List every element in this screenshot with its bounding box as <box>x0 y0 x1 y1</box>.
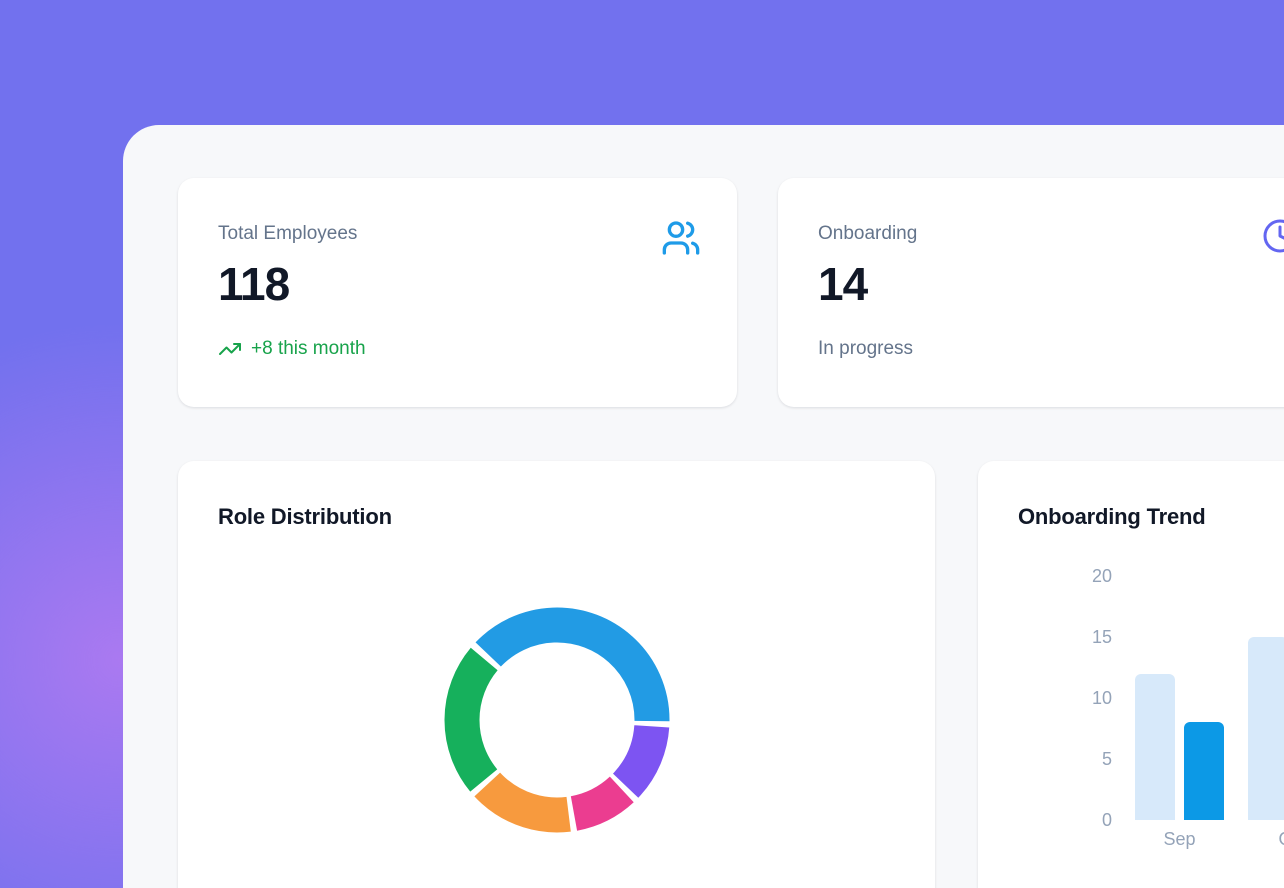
stat-card-total-employees: Total Employees 118 +8 this month <box>178 178 737 407</box>
clock-icon <box>1262 218 1284 254</box>
segment-blue[interactable] <box>427 590 687 850</box>
y-axis-tick-15: 15 <box>1091 627 1112 647</box>
chart-title: Onboarding Trend <box>1018 504 1206 529</box>
trending-up-icon <box>218 337 242 361</box>
stat-value: 14 <box>818 258 868 310</box>
segment-purple[interactable] <box>427 590 687 850</box>
onboarding-bar-plot: 20 15 10 5 0 Sep Oct <box>978 461 1284 888</box>
stat-delta-text: +8 this month <box>251 338 366 359</box>
x-axis-label-oct: Oct <box>1248 828 1284 850</box>
y-axis-tick-20: 20 <box>1091 566 1112 586</box>
role-donut-chart <box>427 590 687 850</box>
y-axis-tick-5: 5 <box>1101 749 1112 769</box>
segment-orange[interactable] <box>427 590 687 850</box>
y-axis-tick-10: 10 <box>1091 688 1112 708</box>
chart-card-role-distribution: Role Distribution <box>178 461 935 888</box>
x-axis-label-sep: Sep <box>1163 829 1196 849</box>
stat-value: 118 <box>218 258 290 310</box>
stat-sub-text: In progress <box>818 338 914 359</box>
chart-card-onboarding-trend: Onboarding Trend 20 15 10 5 0 Sep Oct <box>978 461 1284 888</box>
stat-label: Total Employees <box>218 223 358 244</box>
bar-sep-light[interactable] <box>1135 674 1175 820</box>
bar-oct-light[interactable] <box>1248 637 1284 820</box>
stat-card-onboarding: Onboarding 14 In progress <box>778 178 1284 407</box>
stat-label: Onboarding <box>818 223 918 244</box>
bar-sep-dark[interactable] <box>1184 722 1224 820</box>
chart-title: Role Distribution <box>218 504 392 529</box>
y-axis-tick-0: 0 <box>1101 810 1112 830</box>
users-icon <box>661 218 701 258</box>
stat-delta: +8 this month <box>218 336 366 362</box>
